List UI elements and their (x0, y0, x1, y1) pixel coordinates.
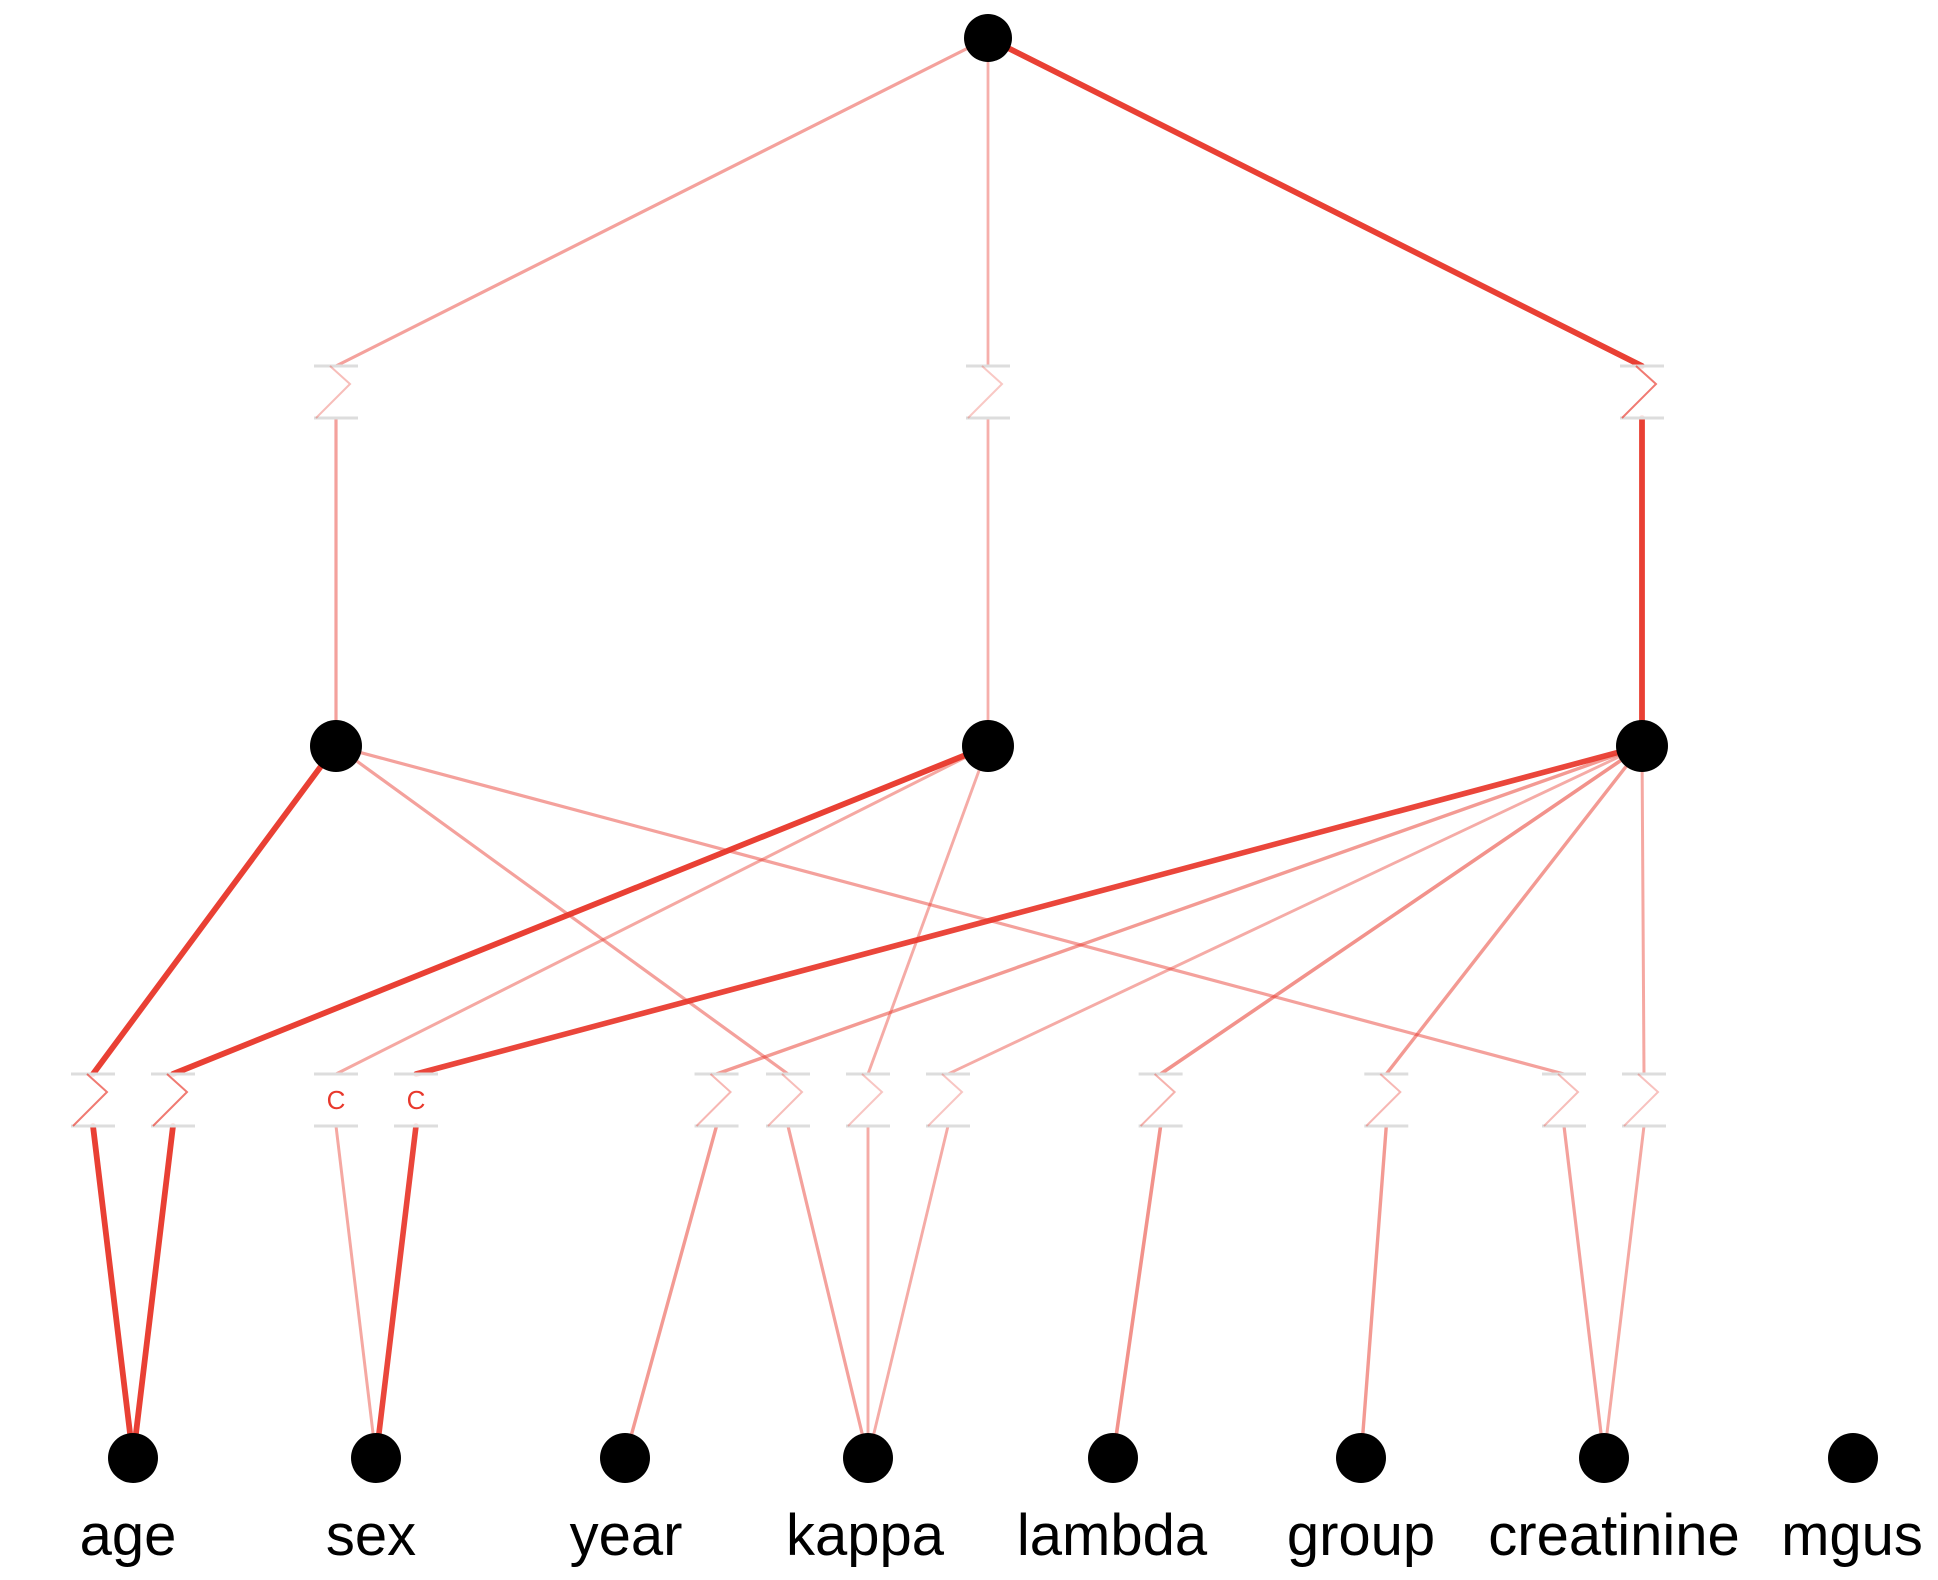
connector-root-h2 (962, 364, 1014, 420)
edge-h3-year-lower (623, 1124, 719, 1460)
edge-h1-creatinine-lower (1562, 1124, 1606, 1460)
connector-h1-age (67, 1072, 119, 1128)
categorical-marker: C (327, 1085, 346, 1115)
input-label-lambda: lambda (1017, 1503, 1208, 1568)
connector-h2-sex: C (310, 1072, 362, 1128)
hidden-node-h2 (962, 720, 1014, 772)
edge-root-h1-upper (334, 36, 990, 368)
connector-h2-kappa (842, 1072, 894, 1128)
connector-h3-kappa (922, 1072, 974, 1128)
connector-h3-lambda (1134, 1072, 1187, 1128)
input-node-lambda (1088, 1433, 1138, 1483)
connector-h3-group (1360, 1072, 1413, 1128)
connector-h3-year (690, 1072, 743, 1128)
root-node (964, 14, 1012, 62)
input-node-age (108, 1433, 158, 1483)
edge-h3-creatinine-upper (1640, 744, 1646, 1076)
edge-h3-year-upper (714, 744, 1644, 1076)
edge-h1-kappa-lower (786, 1124, 870, 1460)
edge-h3-lambda-lower (1111, 1124, 1163, 1460)
connector-h1-kappa (762, 1072, 814, 1128)
connector-h3-sex: C (390, 1072, 442, 1128)
connector-root-h3 (1616, 364, 1668, 420)
input-node-mgus (1828, 1433, 1878, 1483)
edges-layer (90, 35, 1646, 1461)
edge-h3-creatinine-lower (1602, 1124, 1646, 1460)
edge-h1-kappa-upper (334, 744, 790, 1076)
connector-h1-creatinine (1538, 1072, 1590, 1128)
labels-layer: age sex year kappa lambda group creatini… (80, 1503, 1923, 1568)
input-label-creatinine: creatinine (1488, 1503, 1739, 1568)
hidden-node-h3 (1616, 720, 1668, 772)
input-label-age: age (80, 1503, 177, 1568)
connector-h2-age (147, 1072, 199, 1128)
edge-h2-sex-lower (334, 1124, 378, 1460)
input-node-sex (351, 1433, 401, 1483)
edge-h3-kappa-upper (946, 744, 1644, 1076)
input-label-group: group (1287, 1503, 1435, 1568)
input-label-mgus: mgus (1781, 1503, 1923, 1568)
edge-h3-kappa-lower (866, 1124, 950, 1460)
edge-h2-age-lower (130, 1123, 176, 1461)
edge-h2-sex-upper (334, 744, 990, 1076)
edge-h3-lambda-upper (1158, 744, 1644, 1076)
connector-root-h1 (310, 364, 362, 420)
input-label-kappa: kappa (786, 1503, 945, 1568)
input-label-year: year (570, 1503, 683, 1568)
edge-h1-age-upper (90, 743, 339, 1077)
input-node-group (1336, 1433, 1386, 1483)
hidden-node-h1 (310, 720, 362, 772)
connector-h3-creatinine (1618, 1072, 1670, 1128)
input-node-creatinine (1579, 1433, 1629, 1483)
input-node-year (600, 1433, 650, 1483)
edge-h3-sex-upper (413, 743, 1645, 1077)
nodes-layer (108, 14, 1878, 1483)
edge-h2-kappa-upper (866, 744, 990, 1076)
input-node-kappa (843, 1433, 893, 1483)
edge-h3-group-upper (1384, 744, 1644, 1076)
edge-h1-age-lower (90, 1123, 136, 1461)
edge-h3-group-lower (1359, 1124, 1388, 1460)
edge-h1-creatinine-upper (334, 744, 1566, 1076)
edge-h2-age-upper (170, 743, 991, 1077)
categorical-marker: C (407, 1085, 426, 1115)
edge-root-h3-upper (985, 35, 1645, 369)
input-label-sex: sex (326, 1503, 416, 1568)
edge-h3-sex-lower (373, 1123, 419, 1461)
